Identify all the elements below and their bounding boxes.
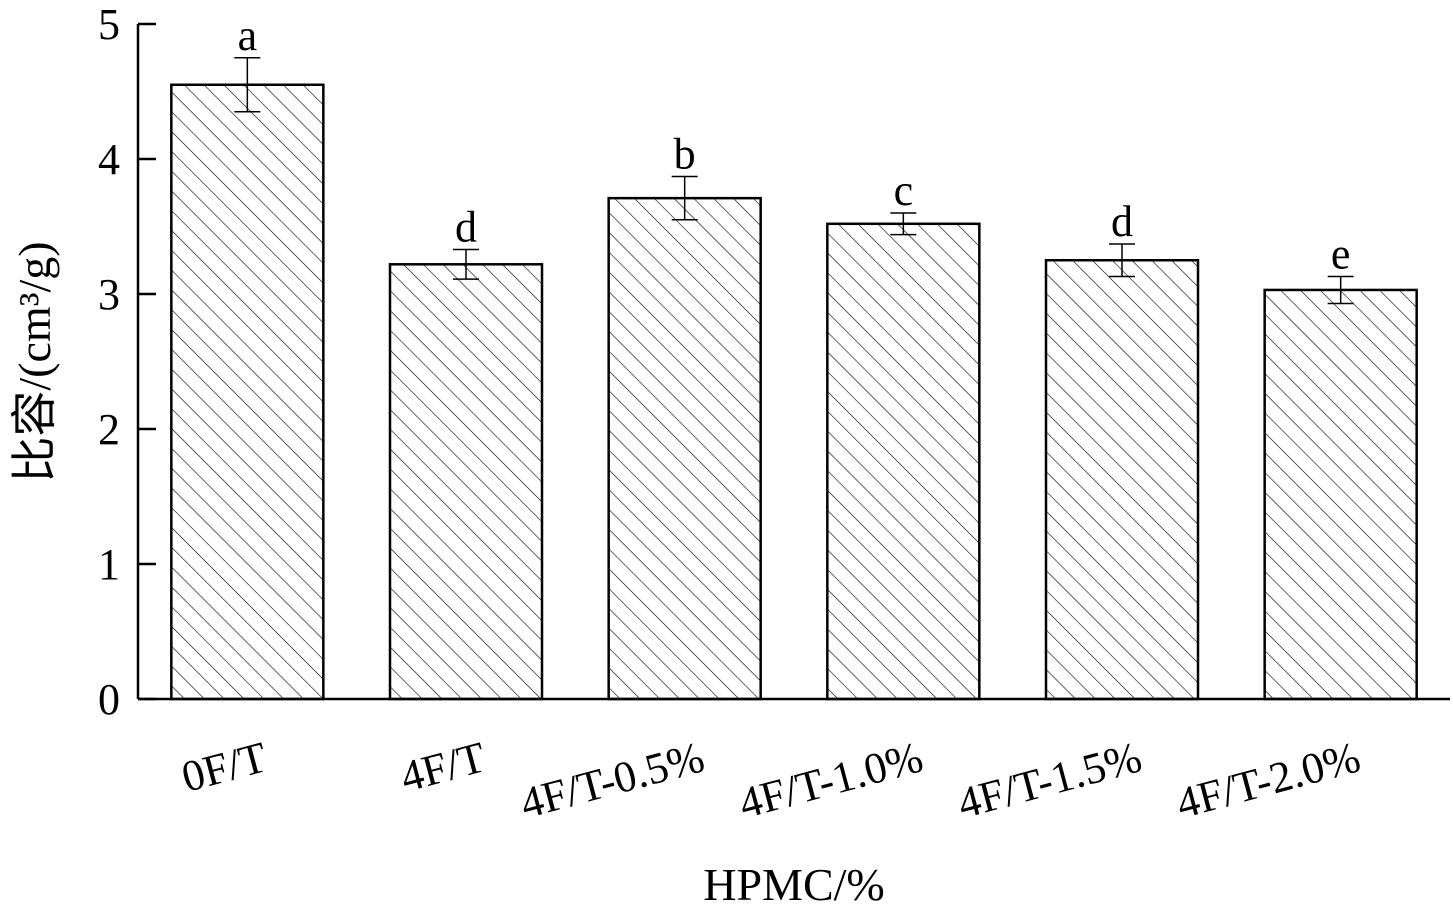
bar-4f-t-1-0pct	[826, 222, 981, 701]
significance-label-4f-t-1-0pct: c	[894, 166, 914, 215]
significance-label-0f-t: a	[238, 11, 258, 60]
significance-label-4f-t-2-0pct: e	[1331, 229, 1351, 278]
y-axis-title: 比容/(cm³/g)	[9, 241, 60, 482]
x-category-label-4f-t: 4F/T	[395, 732, 490, 802]
bar-group-4f-t-0-5pct: b	[607, 130, 762, 701]
significance-label-4f-t-0-5pct: b	[674, 130, 696, 179]
bar-group-4f-t-1-0pct: c	[826, 166, 981, 701]
bar-4f-t-0-5pct	[607, 196, 762, 701]
significance-label-4f-t-1-5pct: d	[1111, 197, 1133, 246]
x-category-label-4f-t-1-0pct: 4F/T-1.0%	[734, 732, 928, 828]
y-tick-label: 1	[98, 540, 120, 589]
y-tick-label: 3	[98, 270, 120, 319]
y-tick-label: 0	[98, 675, 120, 724]
x-axis-title: HPMC/%	[703, 859, 884, 904]
bar-group-0f-t: a	[170, 11, 325, 701]
x-category-labels: 0F/T 4F/T 4F/T-0.5% 4F/T-1.0% 4F/T-1.5% 4F/T-…	[177, 732, 1366, 828]
axes-layer	[136, 24, 1450, 701]
bar-group-4f-t-2-0pct: e	[1263, 229, 1418, 701]
x-category-label-0f-t: 0F/T	[177, 732, 272, 802]
y-tick-label: 4	[98, 135, 120, 184]
bar-4f-t-2-0pct	[1263, 288, 1418, 701]
x-category-label-4f-t-0-5pct: 4F/T-0.5%	[515, 732, 709, 828]
bars-layer: a d b c d e	[170, 11, 1418, 701]
y-ticks: 0 1 2 3 4 5	[98, 0, 156, 724]
y-tick-label: 5	[98, 0, 120, 49]
x-category-label-4f-t-2-0pct: 4F/T-2.0%	[1171, 732, 1365, 828]
bar-4f-t-1-5pct	[1044, 259, 1200, 701]
bar-0f-t	[170, 83, 325, 701]
bar-group-4f-t: d	[388, 202, 544, 701]
x-category-label-4f-t-1-5pct: 4F/T-1.5%	[952, 732, 1146, 828]
bar-group-4f-t-1-5pct: d	[1044, 197, 1200, 701]
y-tick-label: 2	[98, 405, 120, 454]
bar-4f-t	[388, 263, 544, 701]
significance-label-4f-t: d	[455, 202, 477, 251]
